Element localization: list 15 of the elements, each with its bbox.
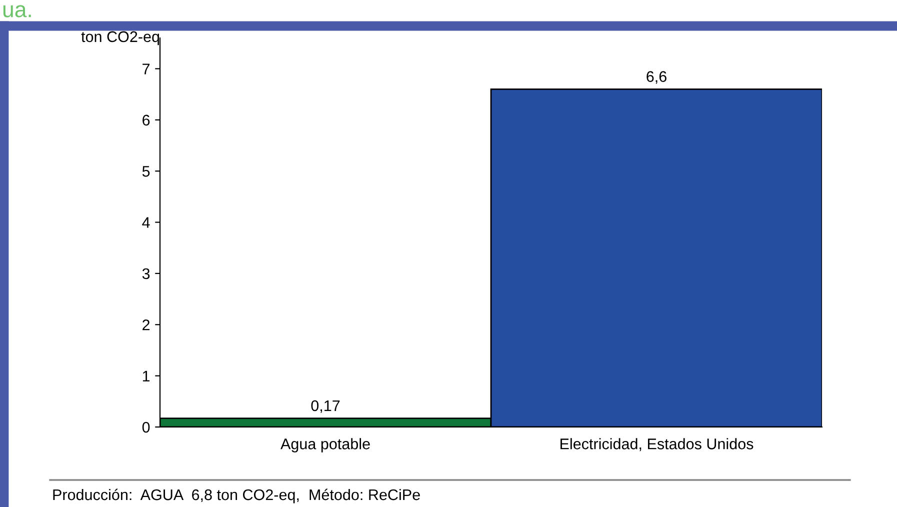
x-tick-label: Agua potable bbox=[280, 438, 370, 452]
y-axis-title: ton CO2-eq bbox=[81, 31, 160, 46]
y-tick-label: 2 bbox=[142, 320, 150, 330]
y-tick-label: 6 bbox=[142, 114, 150, 126]
text: Producción: AGUA 6,8 ton CO2-eq, Método: ReCiPe bbox=[53, 488, 420, 504]
y-tick-label: 1 bbox=[142, 370, 150, 382]
data-label: 0,17 bbox=[311, 400, 340, 413]
y-tick-label: 4 bbox=[142, 217, 150, 228]
y-tick-label: 7 bbox=[142, 64, 150, 74]
data-label: 6,6 bbox=[646, 71, 666, 84]
y-tick-label: 3 bbox=[142, 268, 150, 280]
x-tick-label: Electricidad, Estados Unidos bbox=[560, 438, 754, 452]
y-tick-label: 5 bbox=[142, 166, 150, 177]
text: ua. bbox=[3, 5, 31, 18]
y-tick-label: 0 bbox=[142, 422, 150, 433]
